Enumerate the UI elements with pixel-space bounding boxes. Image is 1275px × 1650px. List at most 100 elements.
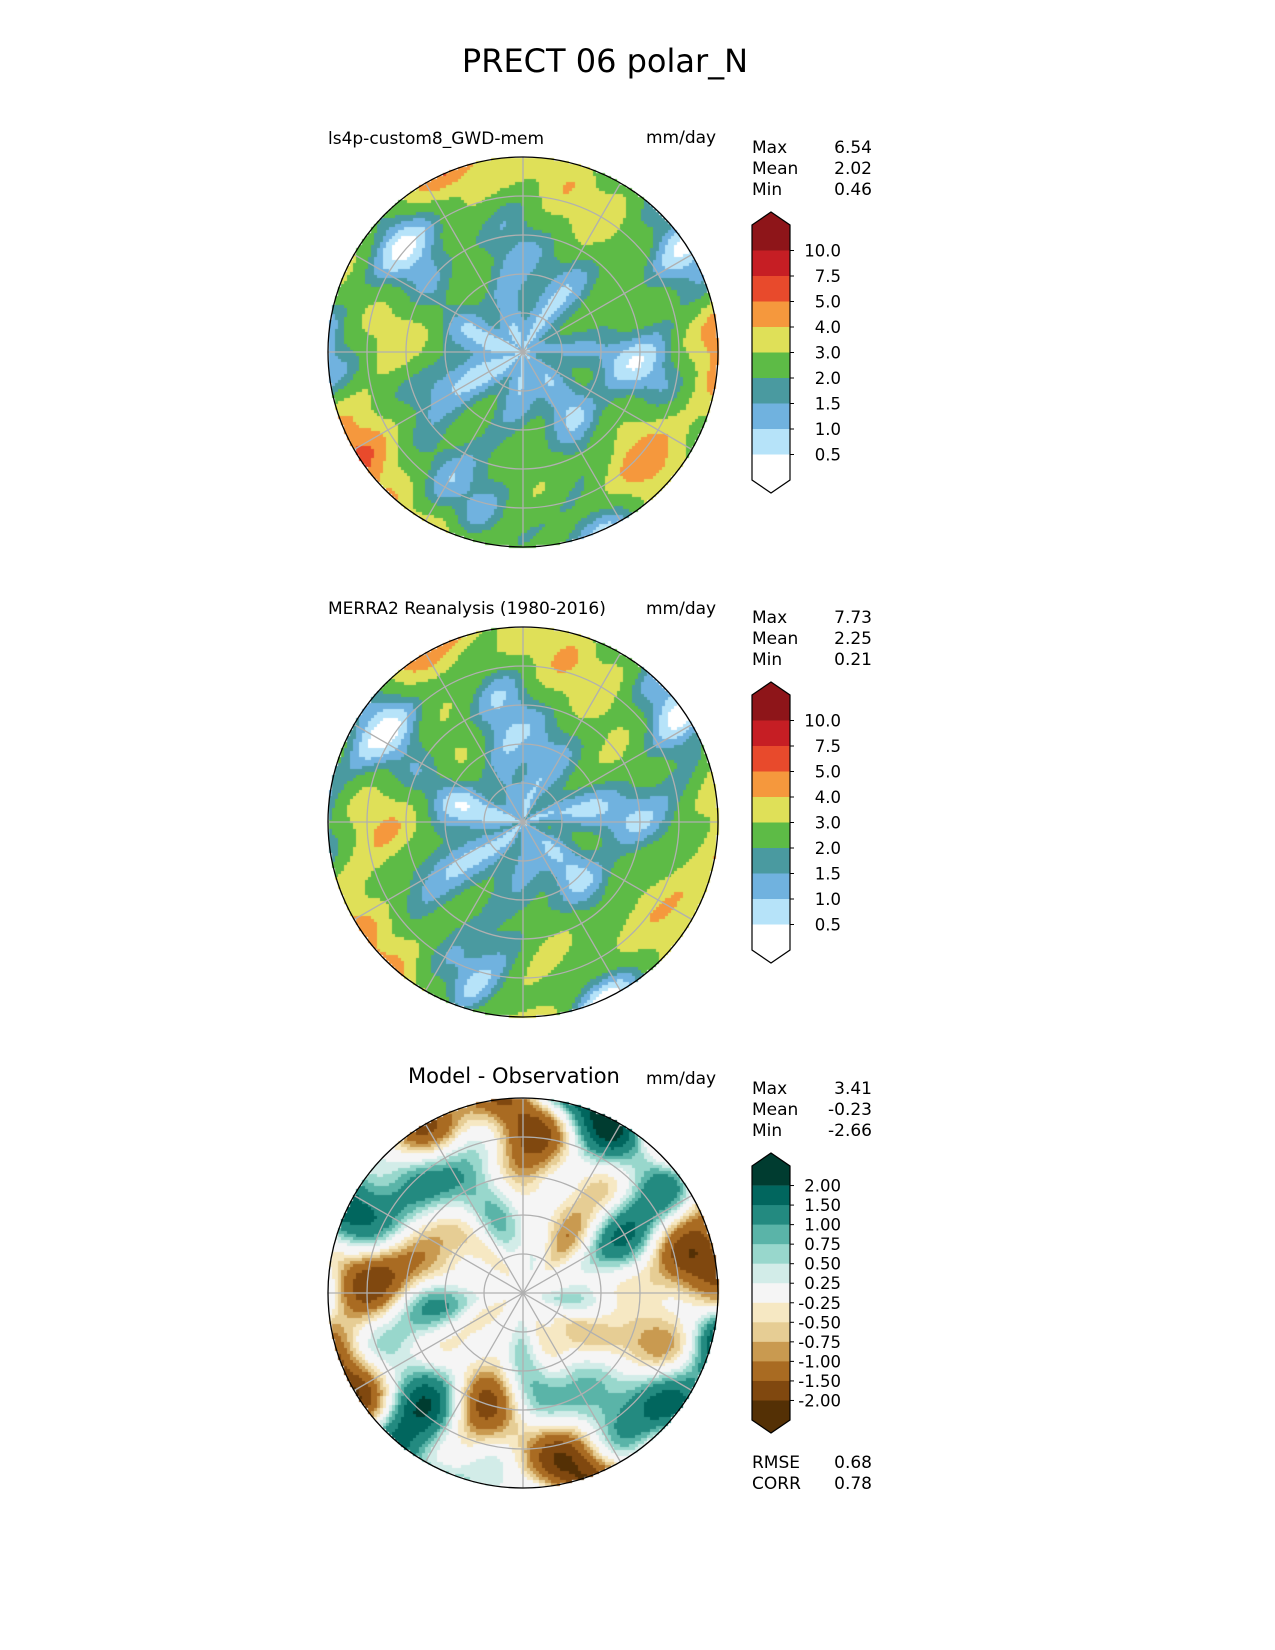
max-value: 3.41: [834, 1079, 872, 1099]
min-label: Min: [752, 650, 783, 670]
colorbar-tick-label: -2.00: [798, 1391, 841, 1410]
colorbar-segment: [752, 403, 790, 430]
corr-label: CORR: [752, 1474, 801, 1494]
colorbar-outline: [751, 1152, 791, 1434]
longitude-gridline: [353, 253, 693, 451]
mean-value: 2.02: [834, 159, 872, 179]
colorbar-outline: [751, 681, 791, 964]
min-value: -2.66: [828, 1121, 872, 1141]
colorbar-extend-min: [752, 1400, 790, 1433]
colorbar-tick-label: 4.0: [815, 318, 841, 337]
colorbar-segment: [752, 1380, 790, 1401]
colorbar-segment: [752, 746, 790, 772]
colorbar-tick-label: -1.50: [798, 1372, 841, 1391]
colorbar-segment: [752, 1263, 790, 1284]
colorbar-segment: [752, 1185, 790, 1206]
panel-2-title: MERRA2 Reanalysis (1980-2016): [328, 599, 606, 619]
colorbar-tick-label: 1.00: [804, 1216, 841, 1235]
mean-label: Mean: [752, 1100, 799, 1120]
colorbar-extend-max: [752, 1153, 790, 1186]
colorbar-segment: [752, 378, 790, 404]
panel-1-units: mm/day: [646, 128, 717, 148]
colorbar-segment: [752, 276, 790, 302]
colorbar-tick-label: 1.50: [804, 1196, 841, 1215]
mean-label: Mean: [752, 629, 799, 649]
colorbar-tick-label: 0.25: [804, 1274, 841, 1293]
colorbar-segment: [752, 1322, 790, 1343]
max-value: 7.73: [834, 608, 872, 628]
colorbar-tick-label: 0.5: [815, 446, 841, 465]
colorbar-extend-max: [752, 682, 790, 721]
min-label: Min: [752, 1121, 783, 1141]
colorbar-segment: [752, 1205, 790, 1226]
colorbar-tick-label: -0.50: [798, 1313, 841, 1332]
min-value: 0.21: [834, 650, 872, 670]
mean-value: -0.23: [828, 1100, 872, 1120]
longitude-gridline: [353, 723, 693, 921]
colorbar-segment: [752, 250, 790, 277]
colorbar-tick-label: 7.5: [815, 737, 841, 756]
colorbar-tick-label: -0.25: [798, 1294, 841, 1313]
map-boundary: [327, 626, 719, 1018]
colorbar-tick-label: 2.0: [815, 369, 841, 388]
panel-2-stat-labels: Max Mean Min: [752, 608, 798, 671]
colorbar-tick-label: 1.0: [815, 890, 841, 909]
colorbar-segment: [752, 352, 790, 379]
colorbar-segment: [752, 1361, 790, 1382]
panel-2-stat-values: 7.73 2.25 0.21: [800, 608, 872, 671]
colorbar-tick-label: 3.0: [815, 814, 841, 833]
colorbar-segment: [752, 797, 790, 823]
colorbar-segment: [752, 899, 790, 925]
colorbar-segment: [752, 301, 790, 328]
figure-title: PRECT 06 polar_N: [461, 42, 749, 80]
colorbar-tick-label: 2.0: [815, 839, 841, 858]
min-label: Min: [752, 180, 783, 200]
colorbar-tick-label: 5.0: [815, 293, 841, 312]
colorbar-segment: [752, 1224, 790, 1245]
colorbar-segment: [752, 848, 790, 874]
colorbar-segment: [752, 1283, 790, 1304]
min-value: 0.46: [834, 180, 872, 200]
mean-label: Mean: [752, 159, 799, 179]
colorbar-tick-label: 0.75: [804, 1235, 841, 1254]
map-boundary: [327, 1097, 719, 1489]
colorbar-tick-label: 0.50: [804, 1255, 841, 1274]
panel-3-units: mm/day: [646, 1069, 717, 1089]
mean-value: 2.25: [834, 629, 872, 649]
panel-3-stat-values: 3.41 -0.23 -2.66: [800, 1079, 872, 1142]
colorbar-tick-label: 2.00: [804, 1177, 841, 1196]
panel-2-units: mm/day: [646, 599, 717, 619]
map-boundary: [327, 156, 719, 548]
colorbar-segment: [752, 1341, 790, 1362]
panel-3-title: Model - Observation: [408, 1064, 620, 1088]
colorbar-tick-label: -0.75: [798, 1333, 841, 1352]
colorbar-tick-label: -1.00: [798, 1352, 841, 1371]
colorbar-segment: [752, 873, 790, 900]
colorbar-extend-min: [752, 924, 790, 963]
colorbar-extend-max: [752, 212, 790, 251]
colorbar-tick-label: 4.0: [815, 788, 841, 807]
panel-1-stat-values: 6.54 2.02 0.46: [800, 138, 872, 201]
colorbar-segment: [752, 822, 790, 849]
colorbar-outline: [751, 211, 791, 494]
metric-labels: RMSE CORR: [752, 1453, 801, 1495]
panel-1-title: ls4p-custom8_GWD-mem: [328, 129, 545, 149]
colorbar-tick-label: 10.0: [804, 712, 841, 731]
panel-3-stat-labels: Max Mean Min: [752, 1079, 798, 1142]
colorbar-tick-label: 5.0: [815, 763, 841, 782]
max-value: 6.54: [834, 138, 872, 158]
colorbar-segment: [752, 720, 790, 747]
colorbar-tick-label: 0.5: [815, 916, 841, 935]
colorbar-tick-label: 1.0: [815, 420, 841, 439]
colorbar-segment: [752, 1244, 790, 1265]
rmse-label: RMSE: [752, 1453, 801, 1473]
colorbar-segment: [752, 1302, 790, 1323]
colorbar-segment: [752, 327, 790, 353]
metric-values: 0.68 0.78: [800, 1453, 872, 1495]
colorbar-segment: [752, 429, 790, 455]
colorbar-tick-label: 3.0: [815, 344, 841, 363]
colorbar-tick-label: 7.5: [815, 267, 841, 286]
panel-1-stat-labels: Max Mean Min: [752, 138, 798, 201]
colorbar-tick-label: 1.5: [815, 395, 841, 414]
